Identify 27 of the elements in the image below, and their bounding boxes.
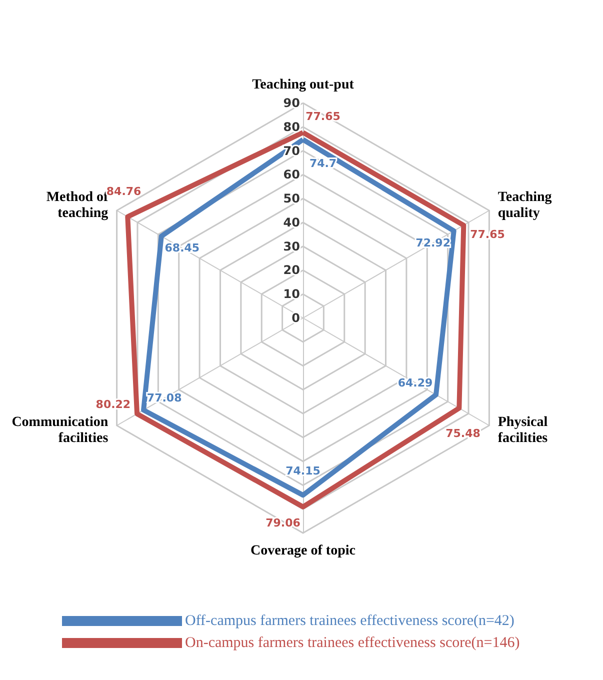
data-label: 84.76 [106, 184, 142, 198]
text: On-campus farmers trainees effectiveness score(n=146) [185, 634, 520, 652]
spoke-label: Coverage of topic [250, 544, 356, 558]
text: Off-campus farmers trainees effectiveness score(n=42) [185, 612, 514, 630]
data-label: 77.65 [306, 110, 340, 124]
spoke-label: Physical facilities [498, 415, 548, 446]
data-label: 72.92 [416, 236, 450, 250]
y-tick-label: 10 [283, 287, 300, 302]
y-tick-label: 40 [283, 215, 300, 230]
data-label: 68.45 [164, 242, 200, 255]
y-tick-label: 60 [283, 168, 300, 182]
y-tick-label: 30 [283, 239, 300, 254]
y-tick-label: 50 [283, 192, 300, 206]
data-label: 64.29 [398, 376, 433, 390]
data-label: 74.15 [286, 464, 320, 478]
spoke-label: Teaching out-put [252, 78, 354, 92]
y-tick-label: 90 [283, 96, 300, 110]
data-label: 79.06 [266, 516, 301, 530]
data-label: 77.65 [470, 228, 505, 242]
data-label: 80.22 [96, 398, 131, 411]
spoke-label: Communication facilities [12, 415, 109, 446]
y-tick-label: 20 [283, 263, 300, 278]
data-label: 75.48 [446, 426, 480, 440]
data-label: 77.08 [146, 392, 182, 405]
y-tick-label: 0 [292, 311, 300, 325]
y-tick-label: 80 [283, 120, 300, 134]
spoke-label: Teaching quality [498, 190, 552, 221]
